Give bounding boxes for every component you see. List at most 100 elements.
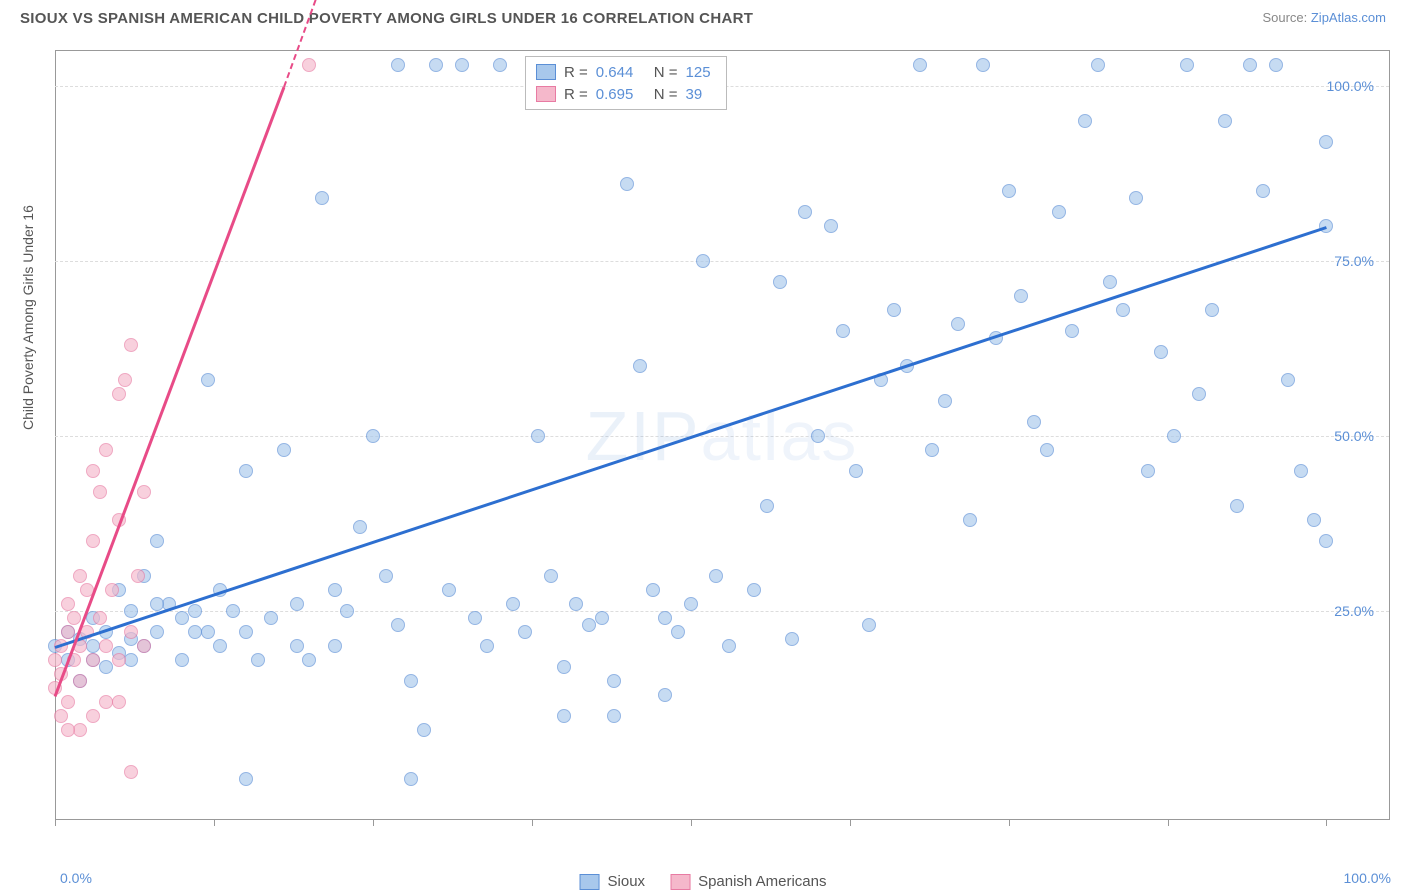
data-point xyxy=(480,639,494,653)
data-point xyxy=(595,611,609,625)
data-point xyxy=(862,618,876,632)
x-tick xyxy=(214,820,215,826)
data-point xyxy=(722,639,736,653)
data-point xyxy=(696,254,710,268)
data-point xyxy=(429,58,443,72)
data-point xyxy=(150,625,164,639)
y-tick-label: 100.0% xyxy=(1327,78,1374,94)
data-point xyxy=(1307,513,1321,527)
data-point xyxy=(1294,464,1308,478)
data-point xyxy=(1091,58,1105,72)
data-point xyxy=(239,772,253,786)
data-point xyxy=(315,191,329,205)
y-tick-label: 25.0% xyxy=(1334,603,1374,619)
legend-label: Sioux xyxy=(608,873,646,890)
data-point xyxy=(531,429,545,443)
data-point xyxy=(1243,58,1257,72)
legend-n-label: N = xyxy=(654,64,678,81)
data-point xyxy=(658,611,672,625)
chart-plot-area: 25.0%50.0%75.0%100.0% ZIPatlas R =0.644N… xyxy=(55,50,1390,820)
x-axis-min-label: 0.0% xyxy=(60,870,92,886)
gridline xyxy=(55,611,1389,612)
data-point xyxy=(290,597,304,611)
data-point xyxy=(976,58,990,72)
data-point xyxy=(73,569,87,583)
legend-n-label: N = xyxy=(654,86,678,103)
data-point xyxy=(391,58,405,72)
data-point xyxy=(277,443,291,457)
data-point xyxy=(785,632,799,646)
data-point xyxy=(61,723,75,737)
data-point xyxy=(175,653,189,667)
data-point xyxy=(124,765,138,779)
legend-swatch xyxy=(580,874,600,890)
data-point xyxy=(302,653,316,667)
data-point xyxy=(607,709,621,723)
data-point xyxy=(569,597,583,611)
legend-r-label: R = xyxy=(564,86,588,103)
data-point xyxy=(963,513,977,527)
data-point xyxy=(379,569,393,583)
data-point xyxy=(1192,387,1206,401)
data-point xyxy=(1167,429,1181,443)
data-point xyxy=(150,597,164,611)
legend-r-value: 0.695 xyxy=(596,86,646,103)
data-point xyxy=(137,485,151,499)
legend-item: Sioux xyxy=(580,873,646,890)
data-point xyxy=(1269,58,1283,72)
data-point xyxy=(112,695,126,709)
data-point xyxy=(1319,135,1333,149)
source-link[interactable]: ZipAtlas.com xyxy=(1311,10,1386,25)
data-point xyxy=(646,583,660,597)
data-point xyxy=(1065,324,1079,338)
data-point xyxy=(1014,289,1028,303)
data-point xyxy=(836,324,850,338)
data-point xyxy=(557,709,571,723)
data-point xyxy=(658,688,672,702)
data-point xyxy=(811,429,825,443)
data-point xyxy=(290,639,304,653)
data-point xyxy=(747,583,761,597)
chart-title: SIOUX VS SPANISH AMERICAN CHILD POVERTY … xyxy=(20,10,753,27)
x-tick xyxy=(1009,820,1010,826)
data-point xyxy=(582,618,596,632)
data-point xyxy=(328,583,342,597)
data-point xyxy=(188,604,202,618)
data-point xyxy=(1256,184,1270,198)
data-point xyxy=(1129,191,1143,205)
data-point xyxy=(951,317,965,331)
legend-n-value: 39 xyxy=(686,86,716,103)
data-point xyxy=(61,597,75,611)
data-point xyxy=(404,772,418,786)
data-point xyxy=(1116,303,1130,317)
legend-swatch xyxy=(670,874,690,890)
data-point xyxy=(328,639,342,653)
data-point xyxy=(557,660,571,674)
data-point xyxy=(99,660,113,674)
x-tick xyxy=(850,820,851,826)
data-point xyxy=(239,464,253,478)
data-point xyxy=(105,583,119,597)
data-point xyxy=(1027,415,1041,429)
data-point xyxy=(607,674,621,688)
data-point xyxy=(404,674,418,688)
data-point xyxy=(99,639,113,653)
data-point xyxy=(118,373,132,387)
data-point xyxy=(67,611,81,625)
data-point xyxy=(913,58,927,72)
data-point xyxy=(455,58,469,72)
data-point xyxy=(709,569,723,583)
data-point xyxy=(124,604,138,618)
data-point xyxy=(366,429,380,443)
data-point xyxy=(112,387,126,401)
data-point xyxy=(54,709,68,723)
data-point xyxy=(251,653,265,667)
data-point xyxy=(1052,205,1066,219)
data-point xyxy=(239,625,253,639)
correlation-legend: R =0.644N =125R =0.695N =39 xyxy=(525,56,727,110)
data-point xyxy=(633,359,647,373)
data-point xyxy=(93,611,107,625)
data-point xyxy=(112,653,126,667)
data-point xyxy=(417,723,431,737)
data-point xyxy=(391,618,405,632)
